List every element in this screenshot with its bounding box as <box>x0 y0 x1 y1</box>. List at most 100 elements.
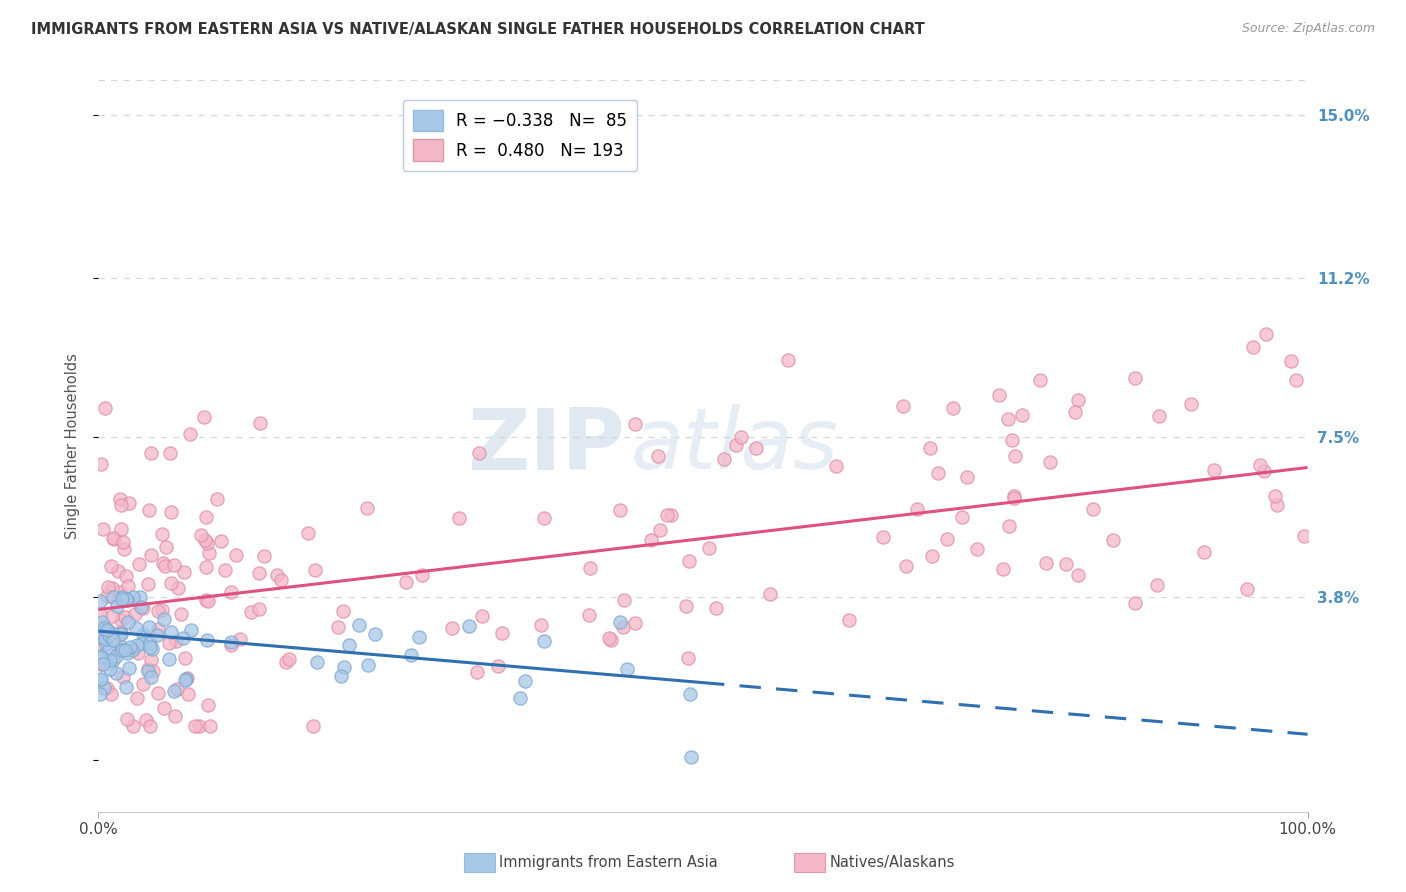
Point <box>91 657 114 671</box>
Point <box>1123 596 1146 610</box>
Point <box>1002 489 1025 503</box>
Point <box>188 719 211 733</box>
Point <box>122 590 145 604</box>
Point <box>270 573 292 587</box>
Point <box>89 594 111 608</box>
Point <box>824 458 846 473</box>
Point <box>704 601 727 615</box>
Point <box>90 648 112 663</box>
Point <box>471 608 494 623</box>
Point <box>111 535 134 549</box>
Point <box>96 681 118 695</box>
Point <box>195 509 218 524</box>
Text: IMMIGRANTS FROM EASTERN ASIA VS NATIVE/ALASKAN SINGLE FATHER HOUSEHOLDS CORRELAT: IMMIGRANTS FROM EASTERN ASIA VS NATIVE/A… <box>31 22 925 37</box>
Point <box>730 430 752 444</box>
Point <box>152 557 174 571</box>
Point <box>101 653 124 667</box>
Point <box>153 558 176 573</box>
Text: ZIP: ZIP <box>467 404 624 488</box>
Point <box>108 627 131 641</box>
Point <box>89 687 111 701</box>
Point <box>91 629 114 643</box>
Point <box>240 605 263 619</box>
Point <box>744 442 766 456</box>
Point <box>713 452 735 467</box>
Point <box>127 638 149 652</box>
Point <box>115 569 138 583</box>
Point <box>122 719 145 733</box>
Point <box>177 687 200 701</box>
Point <box>676 651 699 665</box>
Point <box>108 643 131 657</box>
Point <box>253 549 276 564</box>
Point <box>1264 488 1286 502</box>
Point <box>891 399 914 413</box>
Point <box>956 470 979 484</box>
Point <box>247 566 270 581</box>
Point <box>115 591 138 606</box>
Point <box>117 712 139 726</box>
Point <box>96 589 118 603</box>
Point <box>108 492 131 507</box>
Point <box>229 632 252 647</box>
Point <box>93 657 115 672</box>
Point <box>530 618 553 632</box>
Point <box>987 388 1010 402</box>
Point <box>950 510 973 524</box>
Point <box>111 590 134 604</box>
Point <box>89 673 111 687</box>
Point <box>678 554 700 568</box>
Legend: R = −0.338   N=  85, R =  0.480   N= 193: R = −0.338 N= 85, R = 0.480 N= 193 <box>404 100 637 170</box>
Point <box>111 643 134 657</box>
Point <box>613 593 636 607</box>
Point <box>98 628 121 642</box>
Point <box>1147 409 1170 423</box>
Point <box>623 417 645 432</box>
Point <box>612 619 634 633</box>
Point <box>98 653 121 667</box>
Point <box>165 633 187 648</box>
Point <box>266 568 288 582</box>
Point <box>155 540 177 554</box>
Point <box>1241 340 1264 354</box>
Point <box>209 534 232 549</box>
Point <box>776 353 799 368</box>
Point <box>148 622 170 636</box>
Point <box>96 624 118 638</box>
Point <box>159 505 181 519</box>
Point <box>198 546 221 560</box>
Point <box>332 604 354 618</box>
Point <box>166 682 188 697</box>
Point <box>150 527 173 541</box>
Point <box>921 549 943 563</box>
Point <box>125 621 148 635</box>
Point <box>1279 353 1302 368</box>
Point <box>101 531 124 545</box>
Point <box>609 503 631 517</box>
Point <box>174 673 197 687</box>
Point <box>1001 433 1024 447</box>
Point <box>110 592 132 607</box>
Point <box>197 698 219 712</box>
Point <box>103 532 125 546</box>
Point <box>1202 463 1225 477</box>
Point <box>141 641 163 656</box>
Point <box>640 533 662 547</box>
Point <box>141 548 163 562</box>
Point <box>146 604 169 618</box>
Point <box>170 607 193 621</box>
Point <box>97 641 120 656</box>
Point <box>249 416 271 430</box>
Text: Immigrants from Eastern Asia: Immigrants from Eastern Asia <box>499 855 718 870</box>
Point <box>128 557 150 571</box>
Point <box>115 593 138 607</box>
Point <box>157 652 180 666</box>
Point <box>110 499 132 513</box>
Point <box>1192 545 1215 559</box>
Point <box>675 599 697 613</box>
Point <box>838 613 860 627</box>
Point <box>357 658 380 673</box>
Point <box>491 626 513 640</box>
Point <box>180 623 202 637</box>
Point <box>159 446 181 460</box>
